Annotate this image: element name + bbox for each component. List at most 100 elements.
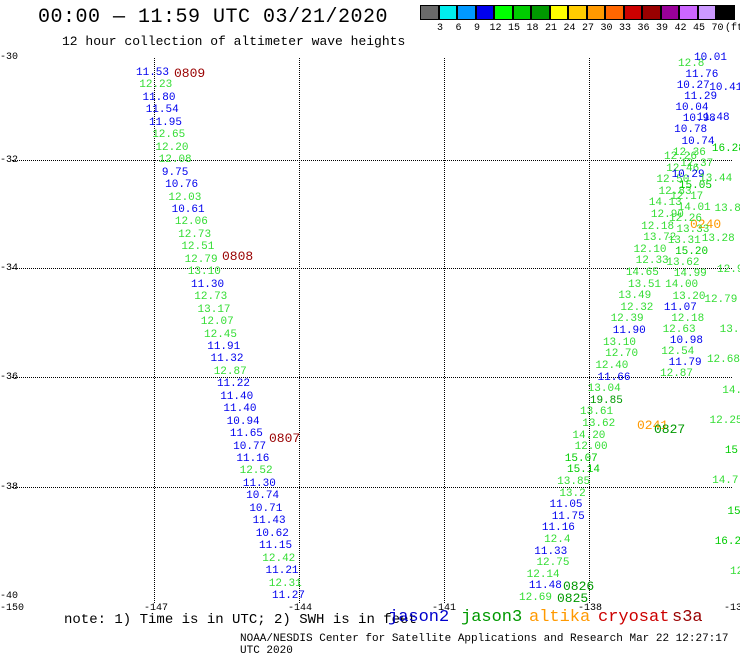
grid-line-lon--144: [299, 58, 300, 603]
wave-height-value: 14.13: [648, 197, 682, 210]
lon-label: -147: [144, 603, 169, 614]
wave-height-value: 14.7: [712, 475, 739, 488]
wave-height-value: 12.52: [239, 465, 273, 478]
wave-height-value: 11.95: [148, 116, 182, 129]
wave-height-value: 11.40: [220, 390, 254, 403]
wave-height-value: 12.45: [204, 328, 238, 341]
wave-height-value: 12.63: [662, 323, 696, 336]
wave-height-value: 9.75: [161, 166, 189, 179]
legend-label: 45: [692, 23, 705, 34]
wave-height-value: 13.04: [587, 383, 621, 396]
wave-height-value: 12.65: [152, 129, 186, 142]
orbit-label-0809: 0809: [174, 66, 206, 81]
wave-height-value: 14.65: [625, 267, 659, 280]
legend-label: 70: [711, 23, 724, 34]
wave-height-value: 11.30: [191, 278, 225, 291]
wave-height-value: 14.01: [677, 201, 711, 214]
orbit-label-0808: 0808: [222, 249, 254, 264]
wave-height-value: 10.62: [255, 527, 289, 540]
wave-height-value: 11.79: [668, 356, 702, 369]
lon-label: -138: [578, 603, 603, 614]
wave-height-value: 11.21: [265, 565, 299, 578]
wave-height-value: 12.07: [200, 316, 234, 329]
grid-line-lon--138: [589, 58, 590, 603]
wave-height-value: 19.85: [589, 394, 623, 407]
wave-height-value: 12.26: [664, 151, 698, 163]
wave-height-value: 10.27: [676, 80, 710, 93]
legend-label: 33: [618, 23, 631, 34]
wave-height-value: 10.71: [249, 502, 283, 515]
wave-height-value: 11.30: [242, 477, 276, 490]
wave-height-value: 13.2: [559, 487, 586, 500]
wave-height-value: 12.87: [213, 365, 247, 378]
wave-height-value: 12.4: [544, 533, 571, 546]
sat-label-s3a: s3a: [672, 608, 703, 627]
grid-line-lon--147: [154, 58, 155, 603]
legend-swatch: [420, 5, 439, 20]
legend-label: 21: [544, 23, 557, 34]
wave-height-value: 11.54: [145, 104, 179, 117]
wave-height-value: 11.43: [252, 515, 286, 528]
wave-height-value: 11.90: [612, 325, 646, 338]
wave-height-value: 11.22: [216, 378, 250, 391]
wave-height-value: 14.99: [673, 268, 707, 281]
wave-height-value: 12.17: [670, 190, 704, 203]
grid-line-lat--34: [12, 268, 732, 269]
grid-line-lat--32: [12, 160, 732, 161]
wave-height-value: 12.87: [660, 368, 694, 380]
orbit-label-0807: 0807: [269, 431, 301, 446]
wave-height-value: 16.28: [711, 142, 740, 155]
sat-label-cryosat: cryosat: [598, 608, 670, 627]
wave-height-value: 12.79: [184, 253, 218, 266]
lon-label: -144: [288, 603, 313, 614]
lon-label: -150: [0, 603, 25, 614]
legend-swatch: [531, 5, 550, 20]
wave-height-value: 12.33: [635, 255, 669, 268]
wave-height-value: 13.17: [197, 303, 231, 316]
wave-height-value: 13.10: [602, 336, 636, 349]
legend-swatch: [623, 5, 642, 20]
legend-label: 9: [473, 23, 480, 34]
wave-height-value: 10.74: [246, 490, 280, 503]
legend-swatch: [438, 5, 457, 20]
wave-height-value: 12.32: [620, 301, 654, 314]
wave-height-value: 13.20: [672, 290, 706, 303]
wave-height-value: 14.20: [572, 429, 606, 442]
wave-height-value: 12.51: [181, 241, 215, 254]
lat-label: -34: [0, 263, 19, 274]
wave-height-value: 10.61: [171, 203, 205, 216]
legend-swatch: [457, 5, 476, 20]
wave-height-value: 15.20: [675, 246, 709, 259]
legend-swatch: [679, 5, 698, 20]
wave-height-value: 10.76: [165, 179, 199, 192]
legend-label: 36: [637, 23, 650, 34]
legend-swatch: [605, 5, 624, 20]
wave-height-value: 13.61: [580, 406, 614, 419]
wave-height-value: 10.04: [675, 102, 709, 115]
lon-label: -141: [432, 603, 457, 614]
note-text: note: 1) Time is in UTC; 2) SWH is in fe…: [64, 612, 417, 628]
wave-height-value: 10.77: [233, 440, 267, 453]
wave-height-value: 10.29: [671, 168, 705, 181]
wave-height-value: 13.51: [628, 278, 662, 291]
wave-height-value: 11.27: [272, 590, 306, 602]
wave-height-value: 13.10: [187, 266, 221, 279]
wave-height-value: 13.28: [701, 233, 735, 246]
lat-label: -38: [0, 482, 19, 493]
wave-height-value: 12.75: [536, 557, 570, 570]
legend-swatch: [586, 5, 605, 20]
grid-line-lon--141: [444, 58, 445, 603]
wave-height-value: 12.6: [730, 566, 740, 578]
legend-label: 39: [655, 23, 668, 34]
wave-height-value: 12.08: [158, 154, 192, 167]
wave-height-value: 12.42: [262, 552, 296, 565]
wave-height-value: 14.72: [722, 384, 740, 397]
wave-height-value: 11.33: [534, 545, 568, 558]
wave-height-value: 15.07: [564, 452, 598, 465]
wave-height-value: 12.06: [174, 216, 208, 229]
orbit-label-0825: 0825: [557, 591, 589, 606]
wave-height-value: 12.10: [633, 243, 667, 256]
wave-height-value: 12.39: [610, 313, 644, 326]
orbit-label-0241: 0241: [637, 418, 669, 433]
